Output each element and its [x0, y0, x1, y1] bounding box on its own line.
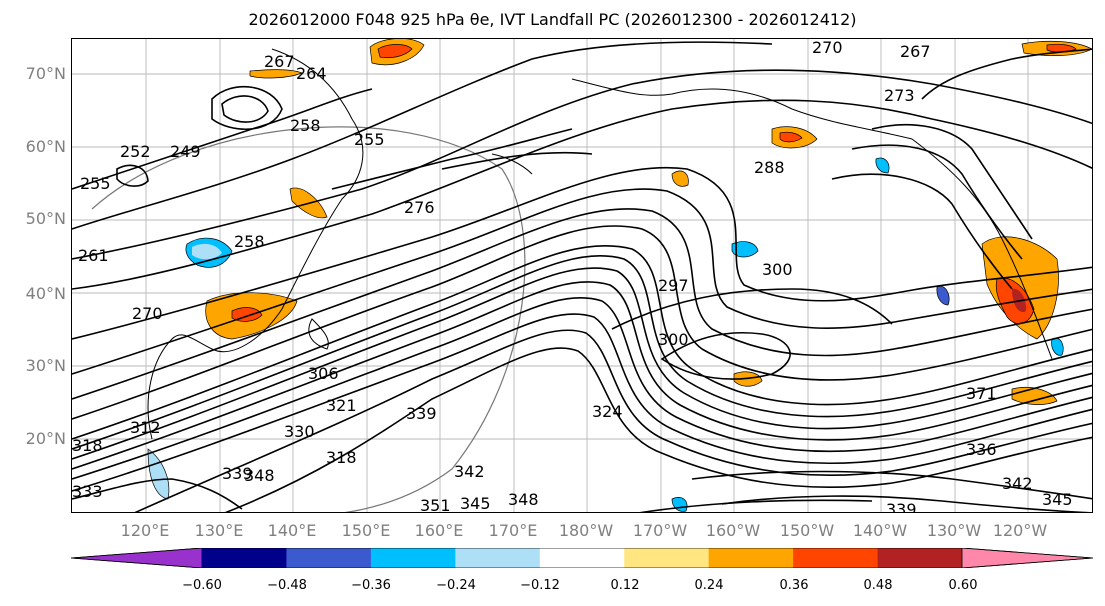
lon-label-130e: 130°E — [194, 521, 244, 540]
lon-label-150e: 150°E — [341, 521, 391, 540]
colorbar-tick: 0.48 — [863, 578, 893, 593]
contour-label: 300 — [658, 330, 689, 349]
contour-label: 321 — [326, 396, 357, 415]
map-panel: 267 264 270 267 273 258 252 249 255 255 … — [71, 38, 1093, 513]
contour-label: 276 — [404, 198, 435, 217]
contour-label: 371 — [966, 384, 997, 403]
colorbar-tick: −0.24 — [436, 578, 476, 593]
lon-label-180w: 180°W — [558, 521, 614, 540]
colorbar-tick: 0.12 — [610, 578, 640, 593]
contour-label: 252 — [120, 142, 151, 161]
contour-label: 297 — [658, 276, 689, 295]
contour-label: 249 — [170, 142, 201, 161]
contour-label: 255 — [80, 174, 111, 193]
coastlines — [147, 48, 1053, 440]
contour-label: 270 — [132, 304, 163, 323]
colorbar — [71, 548, 1093, 568]
contour-label: 258 — [290, 116, 321, 135]
contour-label: 333 — [72, 482, 103, 501]
contour-label: 348 — [508, 490, 539, 509]
contour-label: 273 — [884, 86, 915, 105]
contour-label: 342 — [1002, 474, 1033, 493]
contour-label: 258 — [234, 232, 265, 251]
lon-label-120w: 120°W — [992, 521, 1048, 540]
contour-label: 306 — [308, 364, 339, 383]
lat-label-50n: 50°N — [25, 209, 66, 228]
colorbar-tick: 0.60 — [948, 578, 978, 593]
lon-label-140e: 140°E — [267, 521, 317, 540]
map-canvas: 267 264 270 267 273 258 252 249 255 255 … — [72, 39, 1092, 513]
contour-label: 339 — [406, 404, 437, 423]
theta-e-contours — [72, 41, 1092, 512]
anomaly-shading — [147, 39, 1092, 512]
contour-label: 288 — [754, 158, 785, 177]
colorbar-tick: −0.36 — [351, 578, 391, 593]
contour-label: 345 — [1042, 490, 1073, 509]
lon-label-120e: 120°E — [120, 521, 170, 540]
colorbar-bin — [793, 548, 879, 568]
colorbar-tick: −0.12 — [520, 578, 560, 593]
contour-label: 312 — [130, 418, 161, 437]
contour-label: 270 — [812, 39, 843, 57]
contour-label: 264 — [296, 64, 327, 83]
colorbar-tick: −0.48 — [267, 578, 307, 593]
contour-label: 330 — [284, 422, 315, 441]
contour-label: 342 — [454, 462, 485, 481]
contour-labels: 267 264 270 267 273 258 252 249 255 255 … — [72, 39, 1073, 513]
lon-label-150w: 150°W — [779, 521, 835, 540]
colorbar-tick: 0.24 — [694, 578, 724, 593]
contour-label: 339 — [886, 500, 917, 513]
contour-label: 318 — [326, 448, 357, 467]
contour-label: 261 — [78, 246, 109, 265]
colorbar-extend-low — [71, 548, 203, 568]
lon-label-170w: 170°W — [632, 521, 688, 540]
contour-label: 267 — [900, 42, 931, 61]
lon-label-170e: 170°E — [488, 521, 538, 540]
lat-label-40n: 40°N — [25, 284, 66, 303]
colorbar-tick: −0.60 — [182, 578, 222, 593]
figure-title: 2026012000 F048 925 hPa θe, IVT Landfall… — [248, 10, 857, 29]
lat-label-60n: 60°N — [25, 137, 66, 156]
lat-label-20n: 20°N — [25, 429, 66, 448]
colorbar-bin — [708, 548, 794, 568]
colorbar-bin — [539, 548, 625, 568]
lon-label-130w: 130°W — [926, 521, 982, 540]
colorbar-bin — [202, 548, 287, 568]
colorbar-bin — [877, 548, 963, 568]
colorbar-bin — [286, 548, 372, 568]
colorbar-bin — [455, 548, 541, 568]
lat-label-30n: 30°N — [25, 356, 66, 375]
contour-label: 300 — [762, 260, 793, 279]
contour-label: 348 — [244, 466, 275, 485]
contour-label: 351 — [420, 496, 451, 513]
contour-label: 324 — [592, 402, 623, 421]
graticule — [72, 39, 1092, 512]
colorbar-bin — [370, 548, 456, 568]
colorbar-bin — [624, 548, 710, 568]
contour-label: 345 — [460, 494, 491, 513]
contour-label: 336 — [966, 440, 997, 459]
lat-label-70n: 70°N — [25, 64, 66, 83]
range-circle — [91, 126, 526, 512]
lon-label-160e: 160°E — [414, 521, 464, 540]
colorbar-tick: 0.36 — [779, 578, 809, 593]
contour-label: 255 — [354, 130, 385, 149]
lon-label-160w: 160°W — [705, 521, 761, 540]
contour-label: 318 — [72, 436, 103, 455]
contour-label: 267 — [264, 52, 295, 71]
lon-label-140w: 140°W — [852, 521, 908, 540]
contour-label: 339 — [222, 464, 253, 483]
colorbar-extend-high — [961, 548, 1093, 568]
